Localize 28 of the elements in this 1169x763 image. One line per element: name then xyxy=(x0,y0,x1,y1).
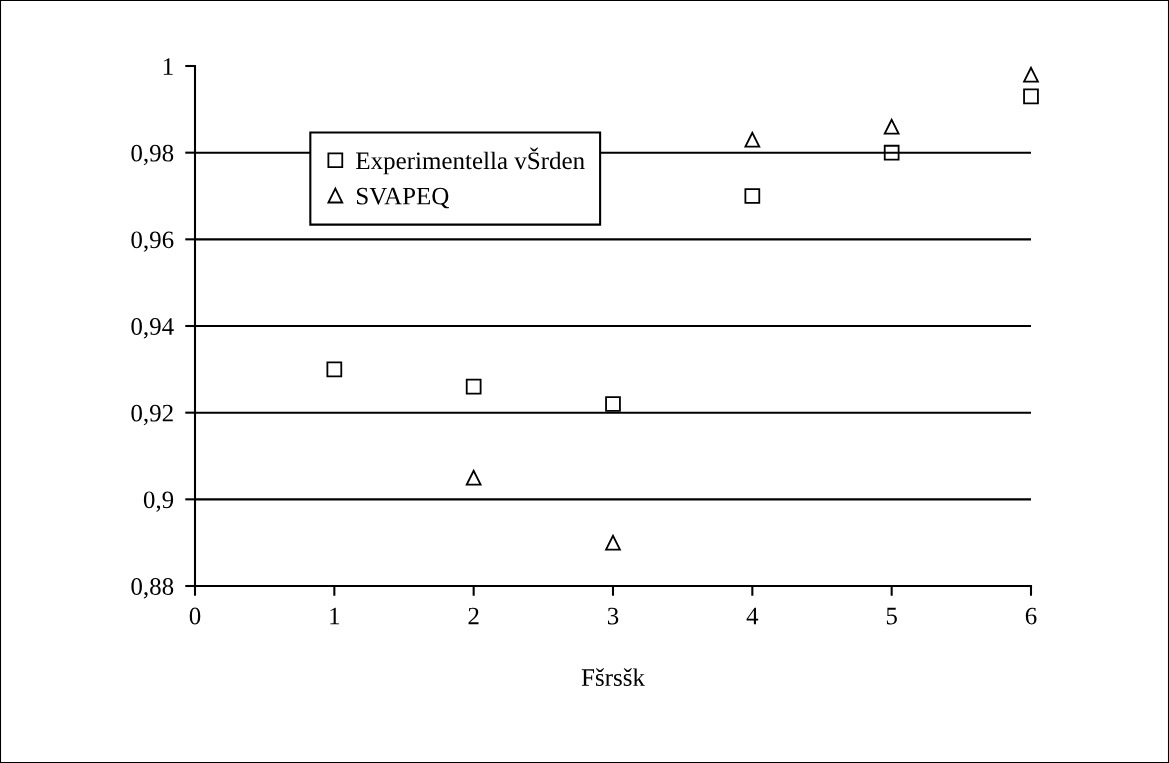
x-tick-label: 2 xyxy=(468,607,479,625)
point xyxy=(465,469,482,486)
y-tick-label: 0,96 xyxy=(131,231,174,252)
point xyxy=(605,534,621,551)
legend-label: Experimentella vŠrden xyxy=(356,147,585,175)
point xyxy=(605,396,621,412)
point xyxy=(883,144,900,161)
point xyxy=(465,378,482,395)
y-tick-label: 0,94 xyxy=(131,318,174,339)
point xyxy=(1023,88,1039,105)
point xyxy=(883,118,900,135)
point xyxy=(744,131,761,148)
x-tick-label: 0 xyxy=(189,607,201,625)
legend-label: SVAPEQ xyxy=(357,187,449,209)
x-tick-label: 3 xyxy=(607,607,619,625)
x-tick-label: 4 xyxy=(746,607,759,625)
y-tick-label: 0,92 xyxy=(131,404,173,426)
x-tick-label: 6 xyxy=(1025,607,1037,625)
x-tick-label: 1 xyxy=(330,607,340,625)
y-tick-label: 0,88 xyxy=(131,578,174,599)
x-axis-title: Fšrsšk xyxy=(581,668,645,686)
x-tick-label: 5 xyxy=(886,607,897,625)
point xyxy=(326,361,343,378)
y-tick-label: 1 xyxy=(163,58,173,75)
y-tick-label: 0,98 xyxy=(131,144,174,166)
point xyxy=(744,188,761,204)
point xyxy=(1023,66,1039,83)
y-tick-label: 0,9 xyxy=(143,491,174,512)
